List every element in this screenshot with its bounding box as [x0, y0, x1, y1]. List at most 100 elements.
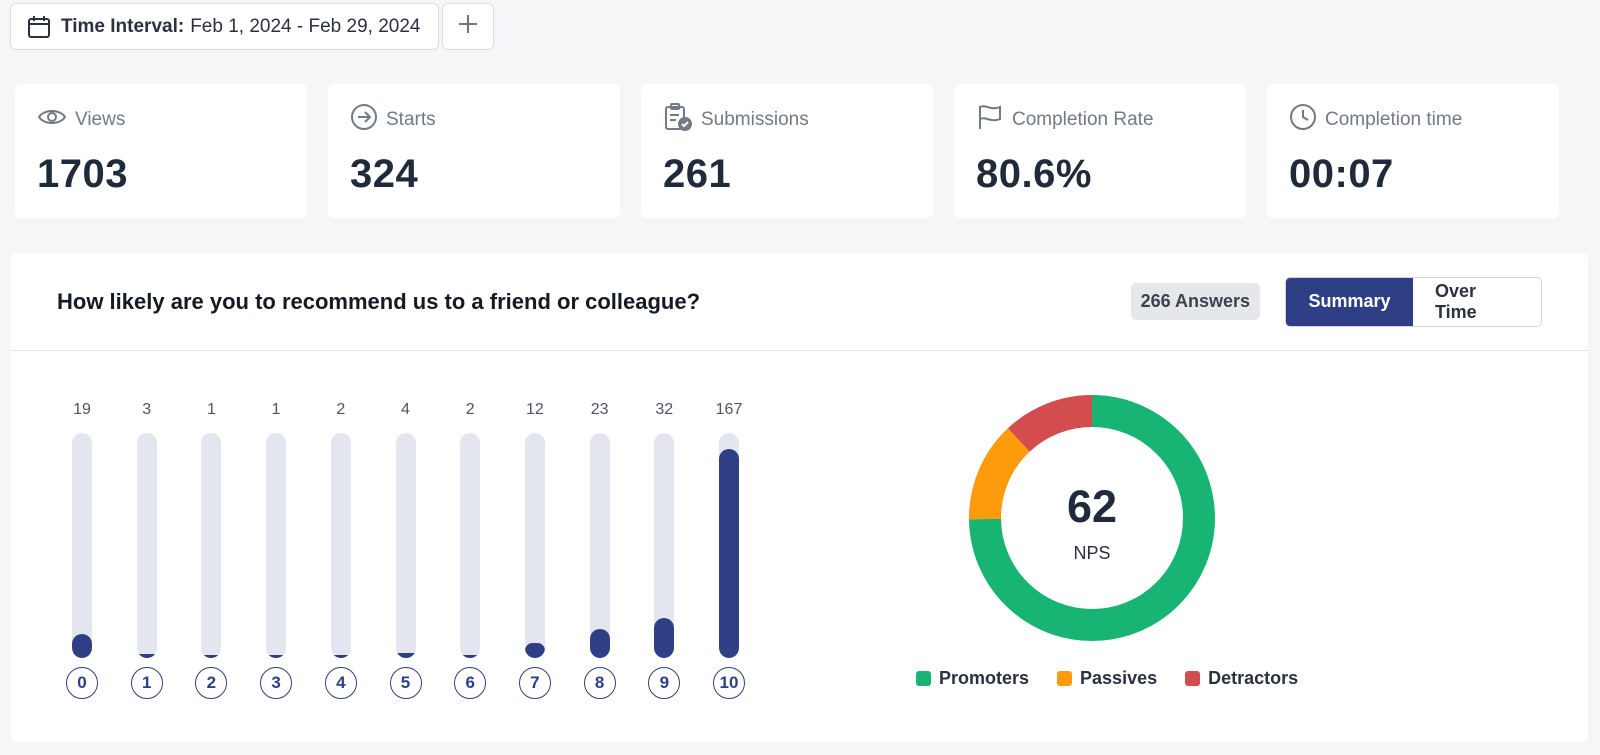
bar-count-label: 12: [525, 401, 544, 418]
score-label: 9: [648, 667, 681, 699]
time-interval-value: Feb 1, 2024 - Feb 29, 2024: [190, 15, 421, 37]
nps-question-panel: How likely are you to recommend us to a …: [11, 253, 1588, 742]
stat-card-starts: Starts 324: [328, 84, 620, 218]
bar-count-label: 19: [73, 401, 91, 418]
bar-column-0: 19 0: [47, 351, 117, 742]
bar-fill[interactable]: [395, 653, 416, 658]
answers-count-badge: 266 Answers: [1130, 283, 1260, 320]
donut-legend: Promoters Passives Detractors: [916, 668, 1298, 689]
legend-item-detractors: Detractors: [1185, 668, 1298, 689]
bar-column-9: 32 9: [629, 351, 699, 742]
score-label: 5: [389, 667, 422, 699]
panel-header: How likely are you to recommend us to a …: [11, 253, 1588, 351]
bar-column-7: 12 7: [500, 351, 570, 742]
bar-fill[interactable]: [719, 449, 739, 658]
over-time-tab[interactable]: Over Time: [1413, 277, 1541, 326]
bar-track: [654, 433, 675, 658]
legend-label: Passives: [1080, 668, 1158, 688]
legend-label: Detractors: [1208, 668, 1299, 688]
bar-fill[interactable]: [524, 643, 545, 658]
bar-track: [136, 433, 157, 658]
bar-column-10: 167 10: [694, 351, 764, 742]
stat-label: Completion Rate: [1012, 109, 1154, 130]
score-label: 1: [130, 667, 163, 699]
eye-icon: [37, 106, 67, 134]
bar-fill[interactable]: [654, 618, 675, 658]
bar-track: [719, 433, 739, 658]
stat-value: 80.6%: [976, 152, 1092, 196]
donut-segment-passives[interactable]: [969, 395, 1215, 641]
passives-swatch: [1057, 671, 1073, 686]
score-label: 3: [260, 667, 293, 699]
score-label: 0: [66, 667, 98, 699]
score-label: 6: [454, 667, 487, 699]
stat-value: 261: [663, 152, 732, 196]
clipboard-check-icon: [663, 102, 693, 138]
flag-icon: [976, 103, 1004, 137]
summary-tab[interactable]: Summary: [1286, 277, 1413, 326]
detractors-swatch: [1185, 671, 1201, 686]
score-label: 10: [713, 667, 745, 699]
donut-segment-detractors[interactable]: [969, 395, 1215, 641]
clock-icon: [1289, 103, 1317, 137]
score-label: 2: [195, 667, 228, 699]
bar-fill[interactable]: [136, 654, 157, 658]
bar-column-8: 23 8: [565, 351, 635, 742]
bar-track: [201, 433, 222, 658]
bar-track: [524, 433, 545, 658]
stat-value: 324: [350, 152, 419, 196]
add-filter-button[interactable]: [442, 3, 495, 50]
score-label: 4: [324, 667, 357, 699]
view-toggle: Summary Over Time: [1285, 276, 1542, 327]
stats-row: Views 1703 Starts 324: [15, 84, 1559, 218]
bar-count-label: 23: [590, 401, 609, 418]
score-label: 7: [518, 667, 551, 699]
bar-count-label: 2: [465, 401, 475, 418]
legend-item-passives: Passives: [1057, 668, 1157, 689]
bar-count-label: 32: [655, 401, 674, 418]
calendar-icon: [27, 15, 51, 39]
stat-card-submissions: Submissions 261: [641, 84, 933, 218]
bar-fill[interactable]: [330, 655, 351, 658]
bar-track: [266, 433, 287, 658]
bar-count-label: 1: [271, 401, 281, 418]
stat-card-completion-time: Completion time 00:07: [1267, 84, 1559, 218]
bar-track: [395, 433, 416, 658]
stat-label: Submissions: [701, 109, 809, 130]
stat-card-views: Views 1703: [15, 84, 307, 218]
donut-svg: [969, 395, 1215, 641]
stat-value: 1703: [37, 152, 128, 196]
stat-label: Completion time: [1325, 109, 1463, 130]
promoters-swatch: [916, 671, 931, 686]
bar-track: [589, 433, 610, 658]
time-interval-label: Time Interval:: [61, 15, 185, 37]
bar-track: [330, 433, 351, 658]
legend-item-promoters: Promoters: [916, 668, 1029, 689]
nps-donut-chart: 62 NPS: [967, 393, 1217, 643]
bar-count-label: 3: [142, 401, 152, 418]
bar-fill[interactable]: [589, 629, 610, 658]
bar-count-label: 1: [206, 401, 216, 418]
score-label: 8: [583, 667, 616, 699]
time-interval-filter[interactable]: Time Interval: Feb 1, 2024 - Feb 29, 202…: [10, 3, 440, 50]
nps-label: NPS: [1073, 542, 1111, 563]
nps-value: 62: [1066, 480, 1118, 532]
bar-count-label: 167: [715, 401, 743, 418]
bar-fill[interactable]: [201, 655, 222, 658]
bar-fill[interactable]: [266, 655, 287, 658]
filter-bar: Time Interval: Feb 1, 2024 - Feb 29, 202…: [10, 3, 495, 50]
stat-value: 00:07: [1289, 152, 1394, 196]
stat-label: Views: [75, 109, 126, 130]
legend-label: Promoters: [939, 668, 1030, 688]
plus-icon: [457, 13, 479, 40]
stat-card-completion-rate: Completion Rate 80.6%: [954, 84, 1246, 218]
bar-fill[interactable]: [72, 634, 92, 658]
bar-track: [72, 433, 92, 658]
bar-fill[interactable]: [460, 655, 481, 658]
